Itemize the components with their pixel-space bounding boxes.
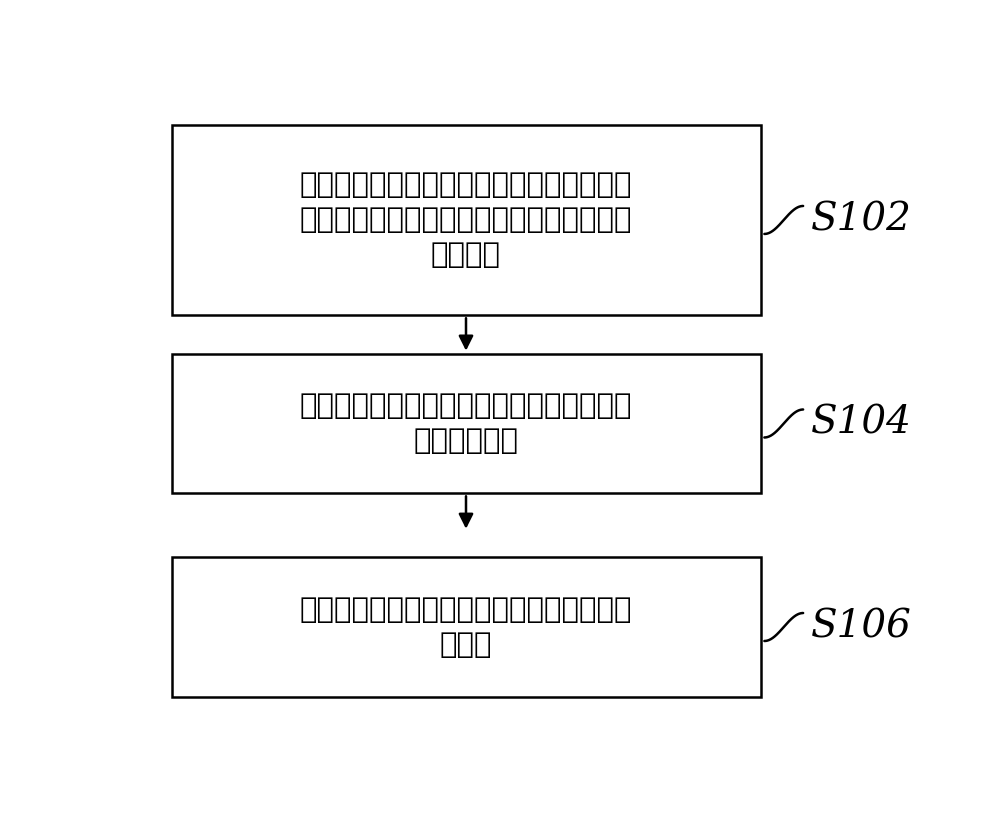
Bar (172, 354, 761, 493)
Text: S104: S104 (811, 405, 912, 442)
Text: 行正常: 行正常 (440, 630, 492, 658)
Bar (172, 125, 761, 316)
Bar (172, 557, 761, 697)
Text: 图像是通过巡检设备对加氢站进行巡检所采: 图像是通过巡检设备对加氢站进行巡检所采 (300, 206, 632, 234)
Text: 检设备的数据: 检设备的数据 (414, 427, 518, 455)
Text: 对巡检图像进行处理，确定巡检图像中的被: 对巡检图像进行处理，确定巡检图像中的被 (300, 392, 632, 420)
Text: S102: S102 (811, 202, 912, 239)
Text: S106: S106 (811, 609, 912, 645)
Text: 接收巡检设备采集的巡检图像，其中，巡检: 接收巡检设备采集的巡检图像，其中，巡检 (300, 171, 632, 199)
Text: 集的图像: 集的图像 (431, 241, 501, 269)
Text: 根据被检设备的数据，确定被检设备是否运: 根据被检设备的数据，确定被检设备是否运 (300, 596, 632, 624)
